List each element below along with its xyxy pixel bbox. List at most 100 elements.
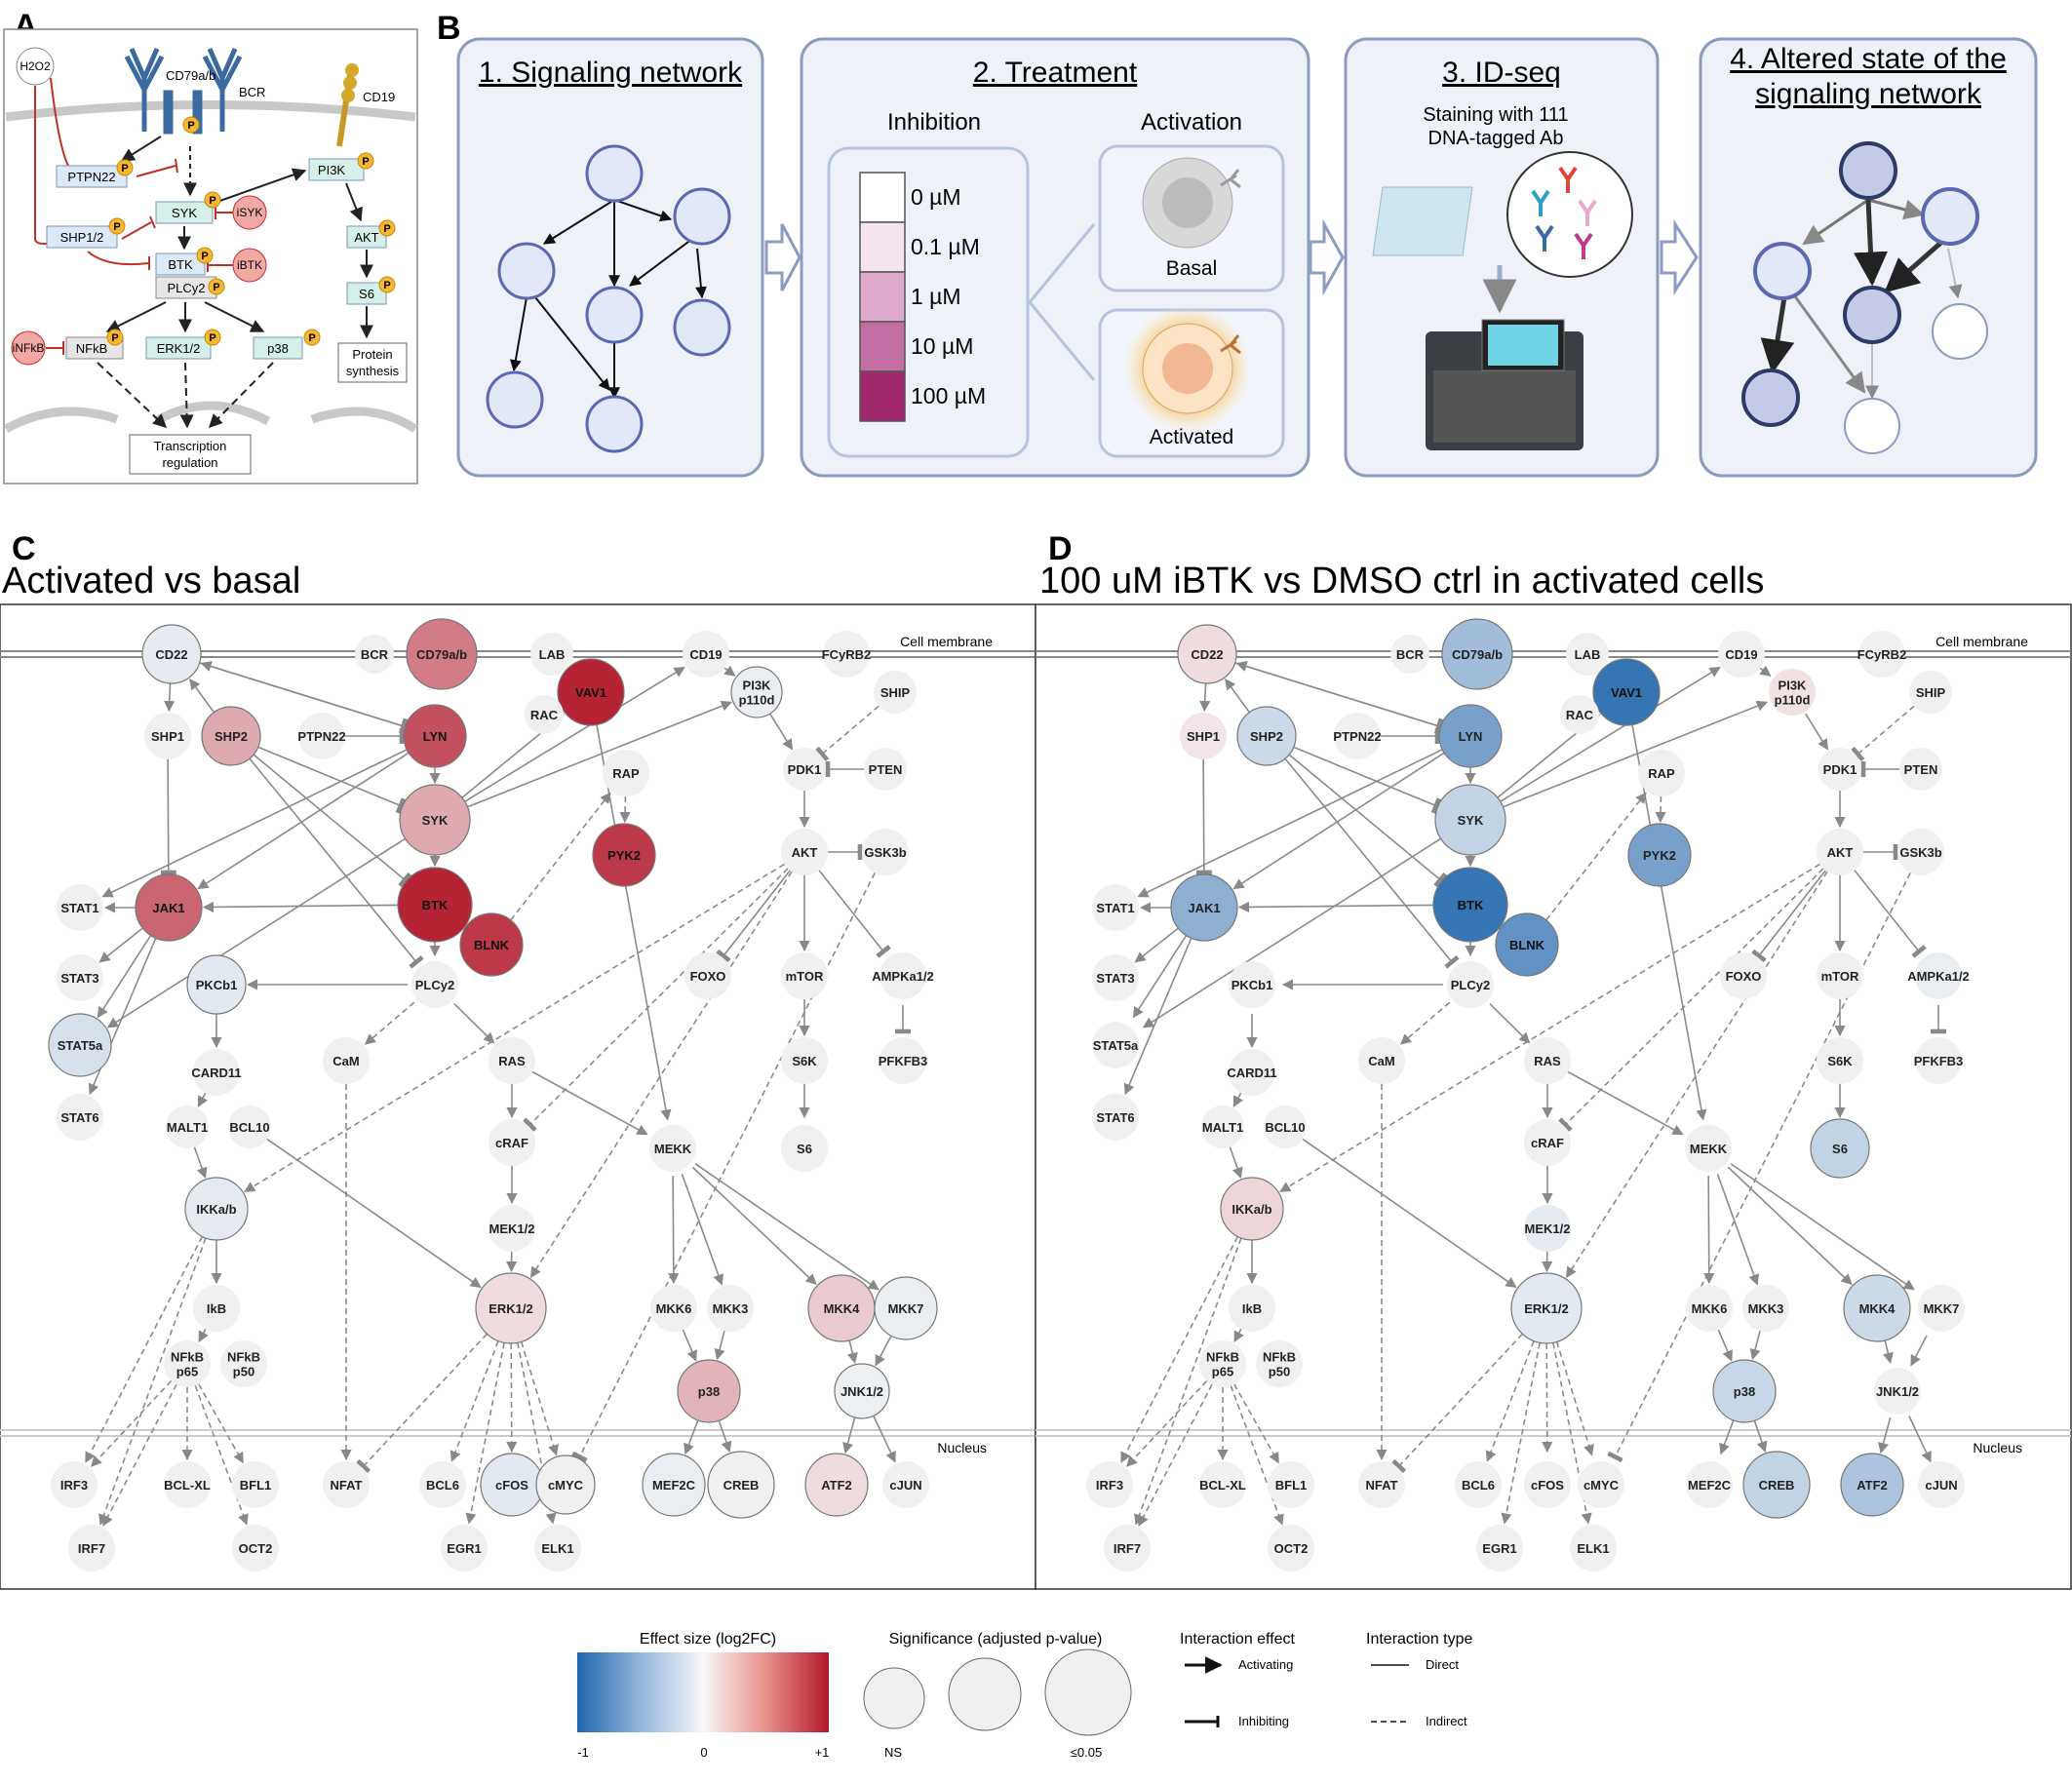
node-mef2c: [642, 1453, 706, 1517]
node-label: EGR1: [1482, 1541, 1516, 1556]
node-mkk3: [707, 1285, 754, 1332]
node-oct2: [232, 1525, 279, 1571]
node-ikk: [184, 1177, 249, 1241]
node-label: JAK1: [152, 901, 184, 915]
node-blnk: [1495, 912, 1559, 977]
node-ikk: [1220, 1177, 1284, 1241]
node-shp1: [1180, 713, 1227, 759]
edge-jnk12-atf2: [842, 1416, 856, 1454]
s6-box: [346, 282, 387, 305]
edge-ikk-irf3: [85, 1236, 204, 1463]
membrane-curve: [5, 100, 416, 122]
node-label: MKK4: [1859, 1301, 1896, 1316]
ibtk-label: iBTK: [237, 258, 262, 272]
node-fcyrb2: [1858, 631, 1905, 678]
edge-shp2-plcy2: [249, 757, 424, 969]
edge-malt1-ikk: [1229, 1146, 1243, 1180]
node-label: MEK1/2: [1525, 1222, 1571, 1236]
panel-a: A CD79a/b BCR CD19 H2O2 PTPN22: [3, 8, 418, 485]
node-s6k: [1817, 1037, 1863, 1084]
edge-mkk4-jnk12: [1882, 1339, 1894, 1364]
node-label: S6K: [792, 1054, 817, 1068]
node-label: BCL-XL: [164, 1478, 211, 1493]
regulation-label: regulation: [162, 455, 217, 470]
node-label: MEKK: [1690, 1142, 1728, 1156]
panel-letter-c: C: [12, 530, 36, 567]
node-pkcb1: [186, 954, 247, 1015]
dose-swatch: [859, 271, 906, 323]
edge-erk12-bcl6: [450, 1340, 499, 1462]
edge-shp2-btk: [253, 754, 412, 888]
edge-syk-pi3k: [1503, 700, 1769, 808]
node-btk: [397, 867, 473, 943]
syk-box: [155, 201, 214, 224]
node-stat1: [57, 884, 103, 931]
dose-label: 0 µM: [911, 184, 961, 210]
node-pi3k: [1769, 669, 1816, 716]
node-bcl10: [228, 1105, 271, 1148]
node-label: SYK: [1458, 813, 1484, 828]
node-label: RAS: [498, 1054, 526, 1068]
node-label: NFkB: [171, 1350, 204, 1365]
node-stat6: [57, 1094, 103, 1141]
step4-nodes: [1741, 141, 1988, 454]
sig-size-small: [863, 1667, 925, 1729]
edge-pi3k-pdk1: [769, 713, 794, 751]
edge-syk-stat5a: [106, 837, 407, 1028]
node-bcl6: [419, 1461, 466, 1508]
node-nfkb65: [164, 1340, 211, 1387]
node-akt: [1817, 829, 1863, 875]
node-label: LYN: [423, 729, 448, 744]
node-jnk12: [1874, 1368, 1921, 1415]
node-label: GSK3b: [864, 845, 906, 860]
node-cd19: [683, 631, 729, 678]
node-label: CARD11: [1227, 1066, 1276, 1080]
node-fcyrb2: [823, 631, 870, 678]
node-label: PI3K: [743, 679, 772, 693]
edge-nfkb65-oct2: [194, 1385, 249, 1526]
node-label: PDK1: [788, 762, 822, 777]
edge-shp2-cd22: [189, 678, 215, 714]
edge-erk12-bcl6: [1485, 1340, 1535, 1462]
node-label: FCyRB2: [822, 647, 872, 662]
node-pfkfb3: [1915, 1037, 1962, 1084]
edge-mekk-mkk6: [1703, 1175, 1715, 1285]
node-creb: [707, 1451, 775, 1519]
dose-label: 0.1 µM: [911, 234, 980, 259]
node-label: MEKK: [654, 1142, 692, 1156]
node-label: NFkB: [1206, 1350, 1239, 1365]
dose-label: 10 µM: [911, 333, 973, 359]
node-label: p38: [1734, 1384, 1755, 1399]
node-ptpn22: [298, 713, 345, 759]
node-label: JNK1/2: [1876, 1384, 1919, 1399]
edge-malt1-ikk: [193, 1146, 208, 1180]
node-label: BLNK: [474, 938, 510, 952]
node-gsk3b: [1897, 829, 1944, 875]
edge-plcy2-cam: [1399, 1001, 1451, 1045]
effect-tick-zero: 0: [700, 1745, 707, 1760]
edge-jak1-stat3: [98, 927, 143, 963]
node-ampk: [1915, 952, 1962, 999]
node-ikb: [1229, 1285, 1275, 1332]
syk-label: SYK: [172, 206, 197, 220]
plcy2-label: PLCy2: [167, 281, 205, 295]
step3-title: 3. ID-seq: [1442, 57, 1561, 89]
node-egr1: [441, 1525, 488, 1571]
edge-ras-mekk: [1567, 1070, 1684, 1136]
cd19-label: CD19: [363, 90, 395, 104]
edge-mekk-mkk3: [1716, 1174, 1760, 1286]
edge-btk-jak1: [1237, 901, 1434, 913]
node-ship: [1909, 671, 1952, 714]
node-label: p65: [1212, 1365, 1233, 1379]
edge-jnk12-atf2: [1878, 1416, 1892, 1454]
node-p38: [677, 1359, 741, 1423]
node-label: STAT3: [60, 971, 98, 986]
edge-jak1-stat6: [1123, 937, 1192, 1096]
node-label: p38: [698, 1384, 720, 1399]
edge-shp2-cd22: [1225, 678, 1251, 714]
step1-network: [509, 199, 707, 400]
staining-line1: Staining with 111: [1423, 104, 1568, 126]
step-arrows: [764, 218, 1699, 296]
dose-scale: 0 µM 0.1 µM 1 µM 10 µM 100 µM: [859, 172, 986, 422]
